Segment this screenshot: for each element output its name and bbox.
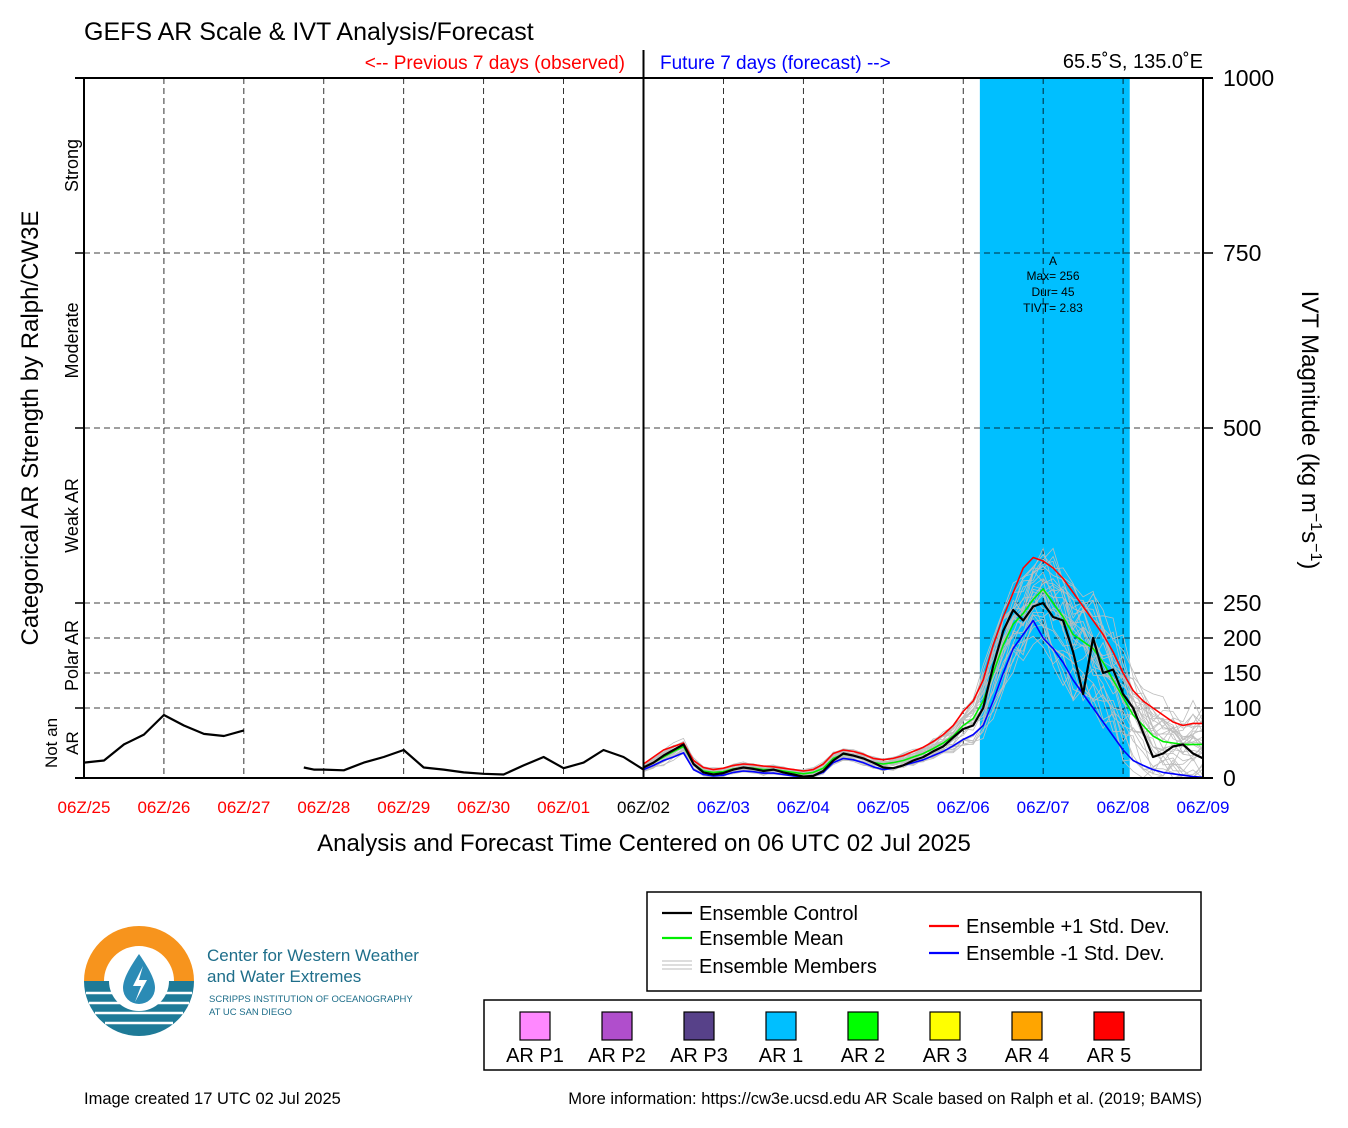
ar-scale-legend: AR P1 AR P2 AR P3 AR 1 AR 2 AR 3 AR 4 AR 5: [483, 999, 1202, 1071]
y-tick-label: 250: [1223, 590, 1261, 616]
category-label-line2: AR: [63, 731, 82, 755]
cw3e-logo: Center for Western Weather and Water Ext…: [84, 926, 419, 1036]
ar-scale-swatch: [765, 1011, 797, 1041]
ensemble-control-line: [303, 748, 645, 776]
ar-scale-swatch: [601, 1011, 633, 1041]
plot-frame: [75, 50, 1213, 779]
location-label: 65.5˚S, 135.0˚E: [1063, 51, 1203, 73]
x-tick-label: 06Z/28: [297, 798, 350, 817]
ar-scale-label: AR 5: [1087, 1045, 1131, 1067]
x-tick-label: 06Z/05: [857, 798, 910, 817]
y-tick-label: 200: [1223, 625, 1261, 651]
ensemble-member-line: [643, 565, 1204, 773]
category-label: Strong: [62, 139, 82, 192]
ar-scale-swatch: [1093, 1011, 1125, 1041]
x-tick-label: 06Z/27: [217, 798, 270, 817]
left-axis-label: Categorical AR Strength by Ralph/CW3E: [17, 211, 44, 646]
y-tick-label: 150: [1223, 660, 1261, 686]
legend-label: Ensemble Members: [699, 956, 877, 978]
x-tick-label: 06Z/08: [1097, 798, 1150, 817]
category-label: Polar AR: [62, 620, 82, 691]
x-tick-label: 06Z/09: [1177, 798, 1230, 817]
ar-scale-swatch: [683, 1011, 715, 1041]
y-tick-label: 1000: [1223, 65, 1274, 91]
x-tick-labels: 06Z/25 06Z/26 06Z/27 06Z/28 06Z/29 06Z/30 06Z/…: [58, 798, 1230, 817]
logo-line-4: AT UC SAN DIEGO: [209, 1007, 292, 1018]
y-tick-labels: 0 100 150 200 250 500 750 1000: [1223, 65, 1274, 791]
ar-event-letter: A: [1049, 254, 1057, 268]
footer-info: More information: https://cw3e.ucsd.edu …: [568, 1090, 1202, 1108]
footer-created: Image created 17 UTC 02 Jul 2025: [84, 1090, 341, 1108]
x-tick-label: 06Z/02: [617, 798, 670, 817]
x-tick-label: 06Z/06: [937, 798, 990, 817]
x-tick-label: 06Z/07: [1017, 798, 1070, 817]
legend-label: Ensemble -1 Std. Dev.: [966, 943, 1165, 965]
x-tick-label: 06Z/01: [537, 798, 590, 817]
ar-scale-label: AR 3: [923, 1045, 967, 1067]
ar-scale-label: AR P2: [588, 1045, 646, 1067]
ar-scale-items: AR P1 AR P2 AR P3 AR 1 AR 2 AR 3 AR 4 AR 5: [506, 1011, 1131, 1067]
logo-lightning-icon: [133, 966, 147, 1002]
previous-days-label: <-- Previous 7 days (observed): [365, 53, 625, 74]
future-days-label: Future 7 days (forecast) -->: [660, 53, 891, 74]
x-tick-label: 06Z/25: [58, 798, 111, 817]
ar-scale-label: AR 4: [1005, 1045, 1049, 1067]
logo-line-1: Center for Western Weather: [207, 946, 419, 965]
legend-label: Ensemble Mean: [699, 928, 844, 950]
legend-label: Ensemble Control: [699, 903, 858, 925]
line-legend-box: [646, 891, 1202, 992]
x-tick-label: 06Z/29: [377, 798, 430, 817]
ar-scale-label: AR 1: [759, 1045, 803, 1067]
ar-event-max: Max= 256: [1026, 269, 1079, 283]
ar-scale-swatch: [1011, 1011, 1043, 1041]
chart-title: GEFS AR Scale & IVT Analysis/Forecast: [84, 18, 534, 46]
y-tick-label: 0: [1223, 765, 1236, 791]
x-tick-label: 06Z/03: [697, 798, 750, 817]
logo-sun-ring-icon: [84, 926, 194, 981]
ar-scale-swatch: [929, 1011, 961, 1041]
ar-event-duration: Dur= 45: [1031, 285, 1074, 299]
x-tick-label: 06Z/30: [457, 798, 510, 817]
line-legend: Ensemble Control Ensemble Mean Ensemble Me…: [646, 891, 1202, 992]
line-legend-items: Ensemble Control Ensemble Mean Ensemble Me…: [662, 903, 1170, 978]
y-tick-label: 750: [1223, 240, 1261, 266]
x-tick-label: 06Z/26: [137, 798, 190, 817]
x-tick-label: 06Z/04: [777, 798, 830, 817]
logo-line-2: and Water Extremes: [207, 967, 361, 986]
right-axis-label: IVT Magnitude (kg m−1s−1): [1296, 291, 1324, 570]
ar-scale-swatch: [847, 1011, 879, 1041]
ar-event-tivt: TIVT= 2.83: [1023, 301, 1083, 315]
category-label: Moderate: [62, 302, 82, 378]
category-label: Not an: [42, 718, 61, 768]
ar-scale-label: AR 2: [841, 1045, 885, 1067]
ar-scale-swatch: [519, 1011, 551, 1041]
legend-label: Ensemble +1 Std. Dev.: [966, 916, 1170, 938]
x-axis-label: Analysis and Forecast Time Centered on 0…: [317, 830, 971, 857]
ar-scale-label: AR P1: [506, 1045, 564, 1067]
y-tick-label: 100: [1223, 695, 1261, 721]
ensemble-control-line: [643, 601, 1204, 778]
logo-line-3: SCRIPPS INSTITUTION OF OCEANOGRAPHY: [209, 994, 413, 1005]
ensemble-1-std-dev-line: [643, 619, 1204, 779]
series-layer: [83, 556, 1204, 779]
ar-scale-label: AR P3: [670, 1045, 728, 1067]
category-label: Weak AR: [62, 478, 82, 553]
ensemble-control-line: [83, 713, 245, 764]
ar-event-annotation: A Max= 256 Dur= 45 TIVT= 2.83: [1023, 254, 1083, 315]
ensemble-1-std-dev-line: [643, 556, 1203, 772]
category-labels: Strong Moderate Weak AR Polar AR Not an AR: [42, 139, 82, 768]
y-tick-label: 500: [1223, 415, 1261, 441]
